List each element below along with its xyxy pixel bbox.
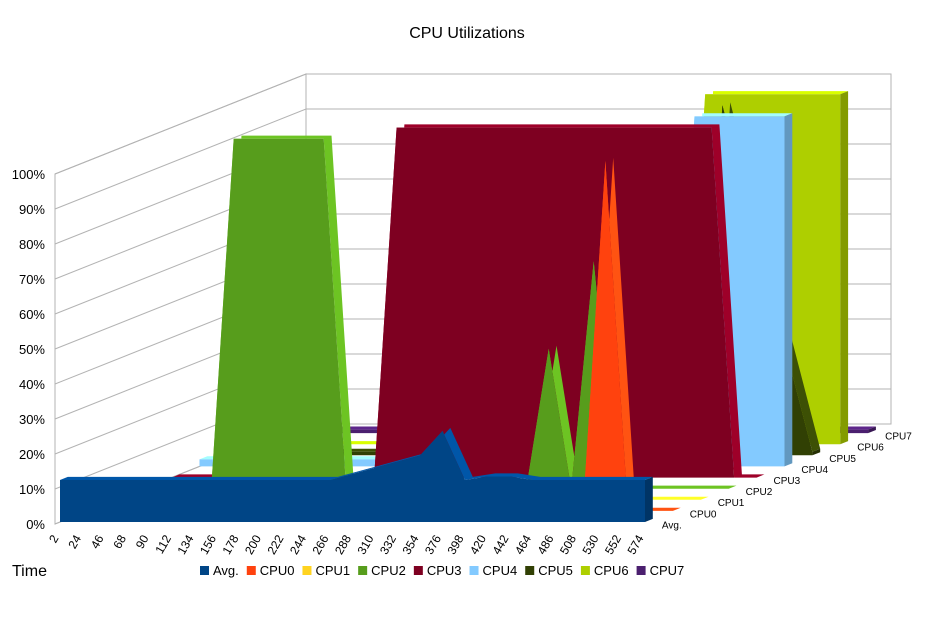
x-tick-label: 178 (219, 532, 241, 557)
depth-tick-label: Avg. (662, 520, 682, 531)
x-tick-label: 464 (512, 532, 534, 557)
series-front-face (87, 160, 673, 511)
legend: Avg. CPU0 CPU1 CPU2 CPU3 CPU4 CPU5 CPU6 CPU7 (200, 563, 684, 578)
legend-label: Avg. (213, 563, 239, 578)
y-tick-label: 80% (19, 237, 45, 252)
x-tick-label: 266 (309, 532, 331, 557)
series-front-face (60, 431, 645, 522)
x-tick-label: 508 (557, 532, 579, 557)
depth-tick-label: CPU5 (829, 454, 856, 465)
x-tick-label: 420 (467, 532, 489, 557)
x-tick-label: 244 (287, 532, 309, 557)
x-tick-label: 200 (242, 532, 264, 557)
x-tick-label: 574 (624, 532, 646, 557)
chart-title: CPU Utilizations (409, 25, 525, 42)
legend-swatch (413, 566, 423, 575)
y-tick-label: 30% (19, 412, 45, 427)
x-tick-label: 442 (489, 532, 511, 557)
x-tick-label: 24 (65, 532, 84, 551)
x-tick-label: 222 (264, 532, 286, 557)
legend-swatch (302, 566, 312, 575)
x-tick-label: 398 (444, 532, 466, 557)
series-cpu0 (87, 157, 681, 511)
x-tick-label: 310 (354, 532, 376, 557)
series-end-cap (812, 448, 821, 456)
series-end-cap (645, 476, 653, 522)
series-front-face (143, 138, 729, 489)
depth-tick-label: CPU7 (885, 432, 912, 443)
x-tick-label: 46 (88, 532, 107, 551)
x-tick-label: 332 (377, 532, 399, 557)
legend-label: CPU7 (650, 563, 685, 578)
x-tick-labels: 2 24 46 68 90 112 134 156 178 200 222 244 266 288 310 3… (46, 532, 647, 557)
legend-label: CPU4 (483, 563, 518, 578)
y-tick-label: 40% (19, 377, 45, 392)
legend-label: CPU6 (594, 563, 629, 578)
x-tick-label: 68 (110, 532, 129, 551)
y-tick-label: 90% (19, 202, 45, 217)
gridline (54, 73, 891, 175)
legend-label: CPU3 (427, 563, 462, 578)
depth-tick-label: CPU3 (774, 476, 801, 487)
legend-label: CPU1 (315, 563, 350, 578)
legend-swatch (358, 566, 368, 575)
x-tick-label: 486 (534, 532, 556, 557)
depth-tick-label: CPU6 (857, 443, 884, 454)
x-tick-label: 112 (152, 532, 174, 556)
legend-swatch (636, 566, 646, 575)
depth-tick-label: CPU2 (746, 487, 773, 498)
depth-tick-label: CPU4 (801, 465, 828, 476)
y-tick-labels: 0% 10% 20% 30% 40% 50% 60% 70% 80% 90% 100% (12, 167, 46, 532)
x-tick-label: 90 (133, 532, 152, 551)
x-tick-label: 134 (174, 532, 196, 557)
x-tick-label: 376 (422, 532, 444, 557)
legend-label: CPU5 (538, 563, 573, 578)
depth-tick-label: CPU0 (690, 509, 717, 520)
series-end-cap (840, 91, 849, 445)
series-end-cap (784, 113, 793, 467)
x-tick-label: 354 (399, 532, 421, 557)
y-tick-label: 10% (19, 482, 45, 497)
x-axis-label: Time (12, 563, 47, 580)
y-tick-label: 70% (19, 272, 45, 287)
y-tick-label: 50% (19, 342, 45, 357)
x-tick-label: 156 (197, 532, 219, 557)
series-end-cap (868, 426, 876, 434)
legend-label: CPU2 (371, 563, 406, 578)
y-tick-label: 100% (12, 167, 46, 182)
depth-tick-label: CPU1 (718, 498, 745, 509)
y-tick-label: 20% (19, 447, 45, 462)
x-tick-label: 288 (332, 532, 354, 557)
legend-swatch (246, 566, 256, 575)
y-tick-label: 60% (19, 307, 45, 322)
series-avg (60, 427, 653, 522)
legend-swatch (469, 566, 479, 575)
x-tick-label: 552 (602, 532, 624, 557)
gridline (54, 108, 891, 210)
y-tick-label: 0% (26, 517, 45, 532)
x-tick-label: 2 (46, 532, 62, 545)
x-tick-label: 530 (579, 532, 601, 557)
series-group (60, 91, 876, 522)
legend-swatch (580, 566, 590, 575)
legend-swatch (525, 566, 535, 575)
series-cpu2 (143, 135, 737, 489)
legend-swatch (200, 566, 209, 575)
legend-label: CPU0 (260, 563, 295, 578)
